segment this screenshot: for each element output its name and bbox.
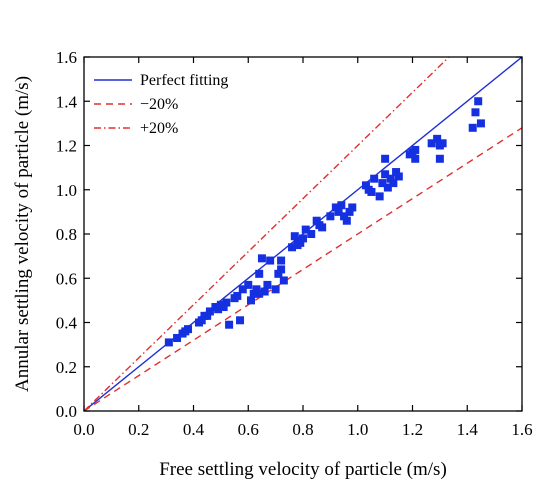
x-tick-label: 0.4	[183, 420, 205, 439]
y-tick-label: 1.6	[56, 48, 77, 67]
data-point	[252, 285, 261, 294]
y-tick-label: 0.4	[56, 314, 78, 333]
data-point	[427, 139, 436, 148]
data-point	[370, 174, 379, 183]
data-point	[312, 216, 321, 225]
data-point	[474, 97, 483, 106]
x-tick-label: 1.6	[511, 420, 532, 439]
data-point	[307, 230, 316, 238]
y-axis-title: Annular settling velocity of particle (m…	[12, 76, 33, 392]
data-point	[290, 232, 299, 241]
data-point	[197, 316, 206, 325]
data-point	[348, 203, 357, 212]
data-point	[331, 203, 340, 212]
data-point	[435, 154, 444, 163]
y-tick-label: 0.0	[56, 402, 77, 421]
data-point	[233, 291, 242, 300]
data-point	[255, 269, 264, 278]
data-point	[263, 280, 272, 289]
data-point	[342, 216, 351, 225]
x-tick-label: 1.0	[347, 420, 368, 439]
legend-label: Perfect fitting	[140, 72, 228, 89]
data-point	[244, 280, 253, 289]
data-point	[205, 307, 214, 316]
reference-line-perfect-fit	[84, 57, 522, 411]
data-point	[378, 179, 387, 188]
data-point	[438, 139, 447, 148]
x-tick-label: 1.2	[402, 420, 423, 439]
reference-line-minus-20	[84, 127, 522, 411]
data-point	[173, 333, 182, 342]
x-tick-label: 0.2	[128, 420, 149, 439]
reference-lines	[84, 57, 522, 411]
data-point	[392, 168, 401, 177]
x-tick-label: 0.8	[292, 420, 313, 439]
data-point	[279, 276, 288, 285]
data-point	[225, 320, 234, 329]
data-point	[238, 285, 247, 294]
data-point	[203, 311, 212, 320]
legend-label: −20%	[140, 96, 178, 113]
data-point	[266, 256, 275, 265]
data-point	[249, 289, 258, 298]
data-point	[219, 303, 228, 312]
data-point	[299, 234, 307, 243]
x-axis-title: Free settling velocity of particle (m/s)	[159, 459, 447, 480]
data-point	[389, 179, 398, 188]
y-tick-label: 0.2	[56, 358, 77, 377]
data-point	[334, 207, 343, 216]
data-point	[337, 201, 346, 210]
data-point	[361, 181, 370, 190]
data-point	[222, 298, 231, 307]
data-point	[326, 212, 335, 221]
data-point	[476, 119, 485, 128]
data-point	[318, 223, 327, 232]
data-point	[381, 154, 390, 163]
y-tick-label: 0.6	[56, 269, 77, 288]
data-point	[274, 269, 283, 278]
data-point	[277, 265, 286, 274]
data-point	[381, 170, 390, 179]
reference-line-plus-20	[84, 57, 451, 411]
legend-label: +20%	[140, 120, 178, 137]
axis-ticks: 0.0 0.2 0.4 0.6 0.8 1.0 1.2 1.4 1.6 0.0 0.2 0.4 0.6 0…	[56, 48, 533, 439]
data-point	[433, 134, 442, 143]
data-point	[184, 325, 193, 334]
data-point	[411, 145, 420, 154]
data-point	[214, 305, 223, 314]
y-tick-label: 1.4	[56, 92, 78, 111]
x-tick-label: 0.0	[73, 420, 94, 439]
data-point	[468, 123, 477, 132]
data-point	[367, 187, 376, 196]
data-point	[277, 256, 286, 265]
data-point	[375, 192, 384, 201]
x-tick-label: 1.4	[457, 420, 479, 439]
data-points	[164, 97, 485, 347]
data-point	[340, 212, 349, 221]
y-tick-label: 1.0	[56, 181, 77, 200]
data-point	[257, 254, 266, 263]
y-tick-label: 0.8	[56, 225, 77, 244]
data-point	[301, 225, 310, 234]
data-point	[386, 174, 395, 183]
data-point	[296, 238, 305, 247]
data-point	[345, 207, 354, 216]
data-point	[236, 316, 245, 325]
data-point	[164, 338, 173, 347]
data-point	[246, 296, 255, 305]
data-point	[471, 108, 480, 117]
y-tick-label: 1.2	[56, 137, 77, 156]
data-point	[255, 289, 264, 298]
x-tick-label: 0.6	[238, 420, 259, 439]
data-point	[288, 243, 297, 252]
data-point	[411, 154, 420, 163]
data-point	[271, 285, 280, 294]
data-point	[260, 287, 269, 296]
legend: Perfect fitting −20% +20%	[94, 72, 228, 137]
data-point	[394, 172, 403, 181]
data-point	[383, 183, 392, 192]
